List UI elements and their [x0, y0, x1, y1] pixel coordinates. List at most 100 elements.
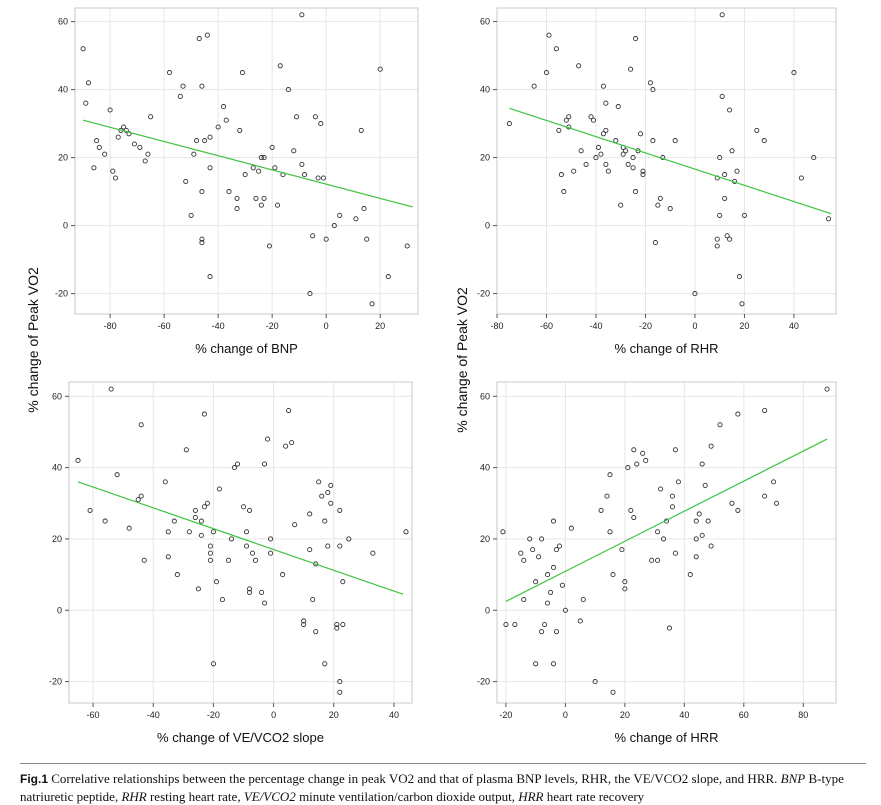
data-point [593, 155, 599, 161]
data-point [231, 465, 238, 471]
data-point [299, 161, 305, 167]
data-point [600, 131, 606, 137]
data-point [262, 461, 268, 467]
regression-line [505, 438, 828, 602]
scatter-panel-bnp: -80 -60 -40 -20 0 20 -20 0 20 40 60 % change of BNP [55, 7, 419, 356]
data-point [660, 536, 667, 542]
data-point [658, 486, 664, 492]
x-tick-label: -80 [104, 321, 117, 331]
regression-line [77, 481, 404, 595]
data-point [696, 511, 702, 517]
data-point [195, 586, 201, 592]
data-point [583, 161, 589, 167]
data-point [315, 175, 321, 181]
data-point [307, 291, 313, 297]
plot-frame [496, 381, 837, 704]
data-point [578, 148, 584, 154]
data-point [328, 482, 334, 488]
x-tick-label: -40 [147, 710, 160, 720]
data-point [536, 554, 542, 560]
data-point [647, 80, 653, 86]
scatter-panel-ve-vco2: -60 -40 -20 0 20 40 -20 0 20 40 60 % change of VE/V… [49, 381, 413, 745]
data-point [199, 236, 205, 242]
data-point [207, 134, 213, 140]
data-point [590, 117, 597, 123]
data-point [192, 507, 198, 513]
data-point [546, 32, 552, 38]
data-point [186, 529, 192, 535]
data-point [729, 500, 735, 506]
y-tick-label: -20 [477, 289, 490, 299]
data-point [791, 70, 797, 76]
data-point [592, 679, 598, 685]
data-point [325, 490, 331, 496]
data-point [631, 447, 637, 453]
data-point [672, 550, 678, 556]
data-point [196, 36, 202, 42]
data-point [512, 621, 518, 628]
caption-abbr-definition: B-type natriuretic peptide [20, 771, 844, 804]
data-point [266, 243, 273, 249]
data-point [377, 66, 383, 72]
data-point [85, 80, 92, 86]
caption-abbr-term: HRR [518, 789, 544, 804]
data-point [543, 70, 550, 76]
data-point [340, 579, 346, 585]
x-tick-label: 80 [798, 710, 808, 720]
figure-caption: Fig.1 Correlative relationships between … [20, 763, 866, 804]
data-point [337, 689, 343, 695]
data-point [558, 172, 564, 178]
data-point [633, 189, 639, 195]
data-point [228, 536, 235, 542]
data-point [198, 532, 204, 538]
plot-frame [74, 7, 419, 315]
data-point [566, 114, 572, 120]
x-axis-title: % change of RHR [614, 341, 718, 356]
data-point [269, 144, 275, 150]
data-point [216, 486, 222, 492]
data-point [289, 440, 295, 446]
data-point [714, 236, 720, 242]
data-point [705, 518, 711, 524]
x-tick-label: 0 [271, 710, 276, 720]
data-point [162, 479, 168, 485]
data-point [204, 500, 210, 506]
data-point [550, 564, 557, 571]
data-point [500, 529, 506, 535]
y-tick-label: 60 [58, 17, 68, 27]
data-point [708, 543, 714, 549]
data-point [370, 550, 376, 556]
y-tick-label: 0 [57, 605, 62, 615]
data-point [180, 83, 186, 89]
data-point [667, 206, 673, 212]
data-point [331, 223, 337, 229]
data-point [571, 168, 577, 174]
data-point [739, 301, 745, 307]
caption-abbr-definition: minute ventilation/carbon dioxide output [299, 789, 512, 804]
data-point [607, 529, 613, 535]
y-tick-label: 20 [58, 153, 68, 163]
data-point [207, 550, 213, 556]
data-point [618, 202, 624, 208]
data-point [521, 597, 527, 603]
data-point [243, 529, 250, 535]
caption-abbr-definition: heart rate recovery [546, 789, 645, 804]
data-point [258, 155, 264, 161]
data-point [234, 461, 241, 467]
data-point [550, 661, 557, 667]
data-point [693, 518, 699, 524]
data-point [234, 206, 240, 212]
data-point [138, 422, 144, 428]
data-point [615, 104, 621, 110]
data-point [192, 514, 198, 521]
data-point [361, 206, 367, 212]
data-point [219, 597, 225, 603]
data-point [556, 127, 562, 133]
data-point [337, 543, 343, 549]
data-point [322, 661, 328, 667]
data-point [262, 600, 268, 606]
data-point [503, 621, 509, 628]
data-point [717, 212, 723, 218]
x-tick-label: 0 [563, 710, 568, 720]
data-point [637, 131, 644, 137]
